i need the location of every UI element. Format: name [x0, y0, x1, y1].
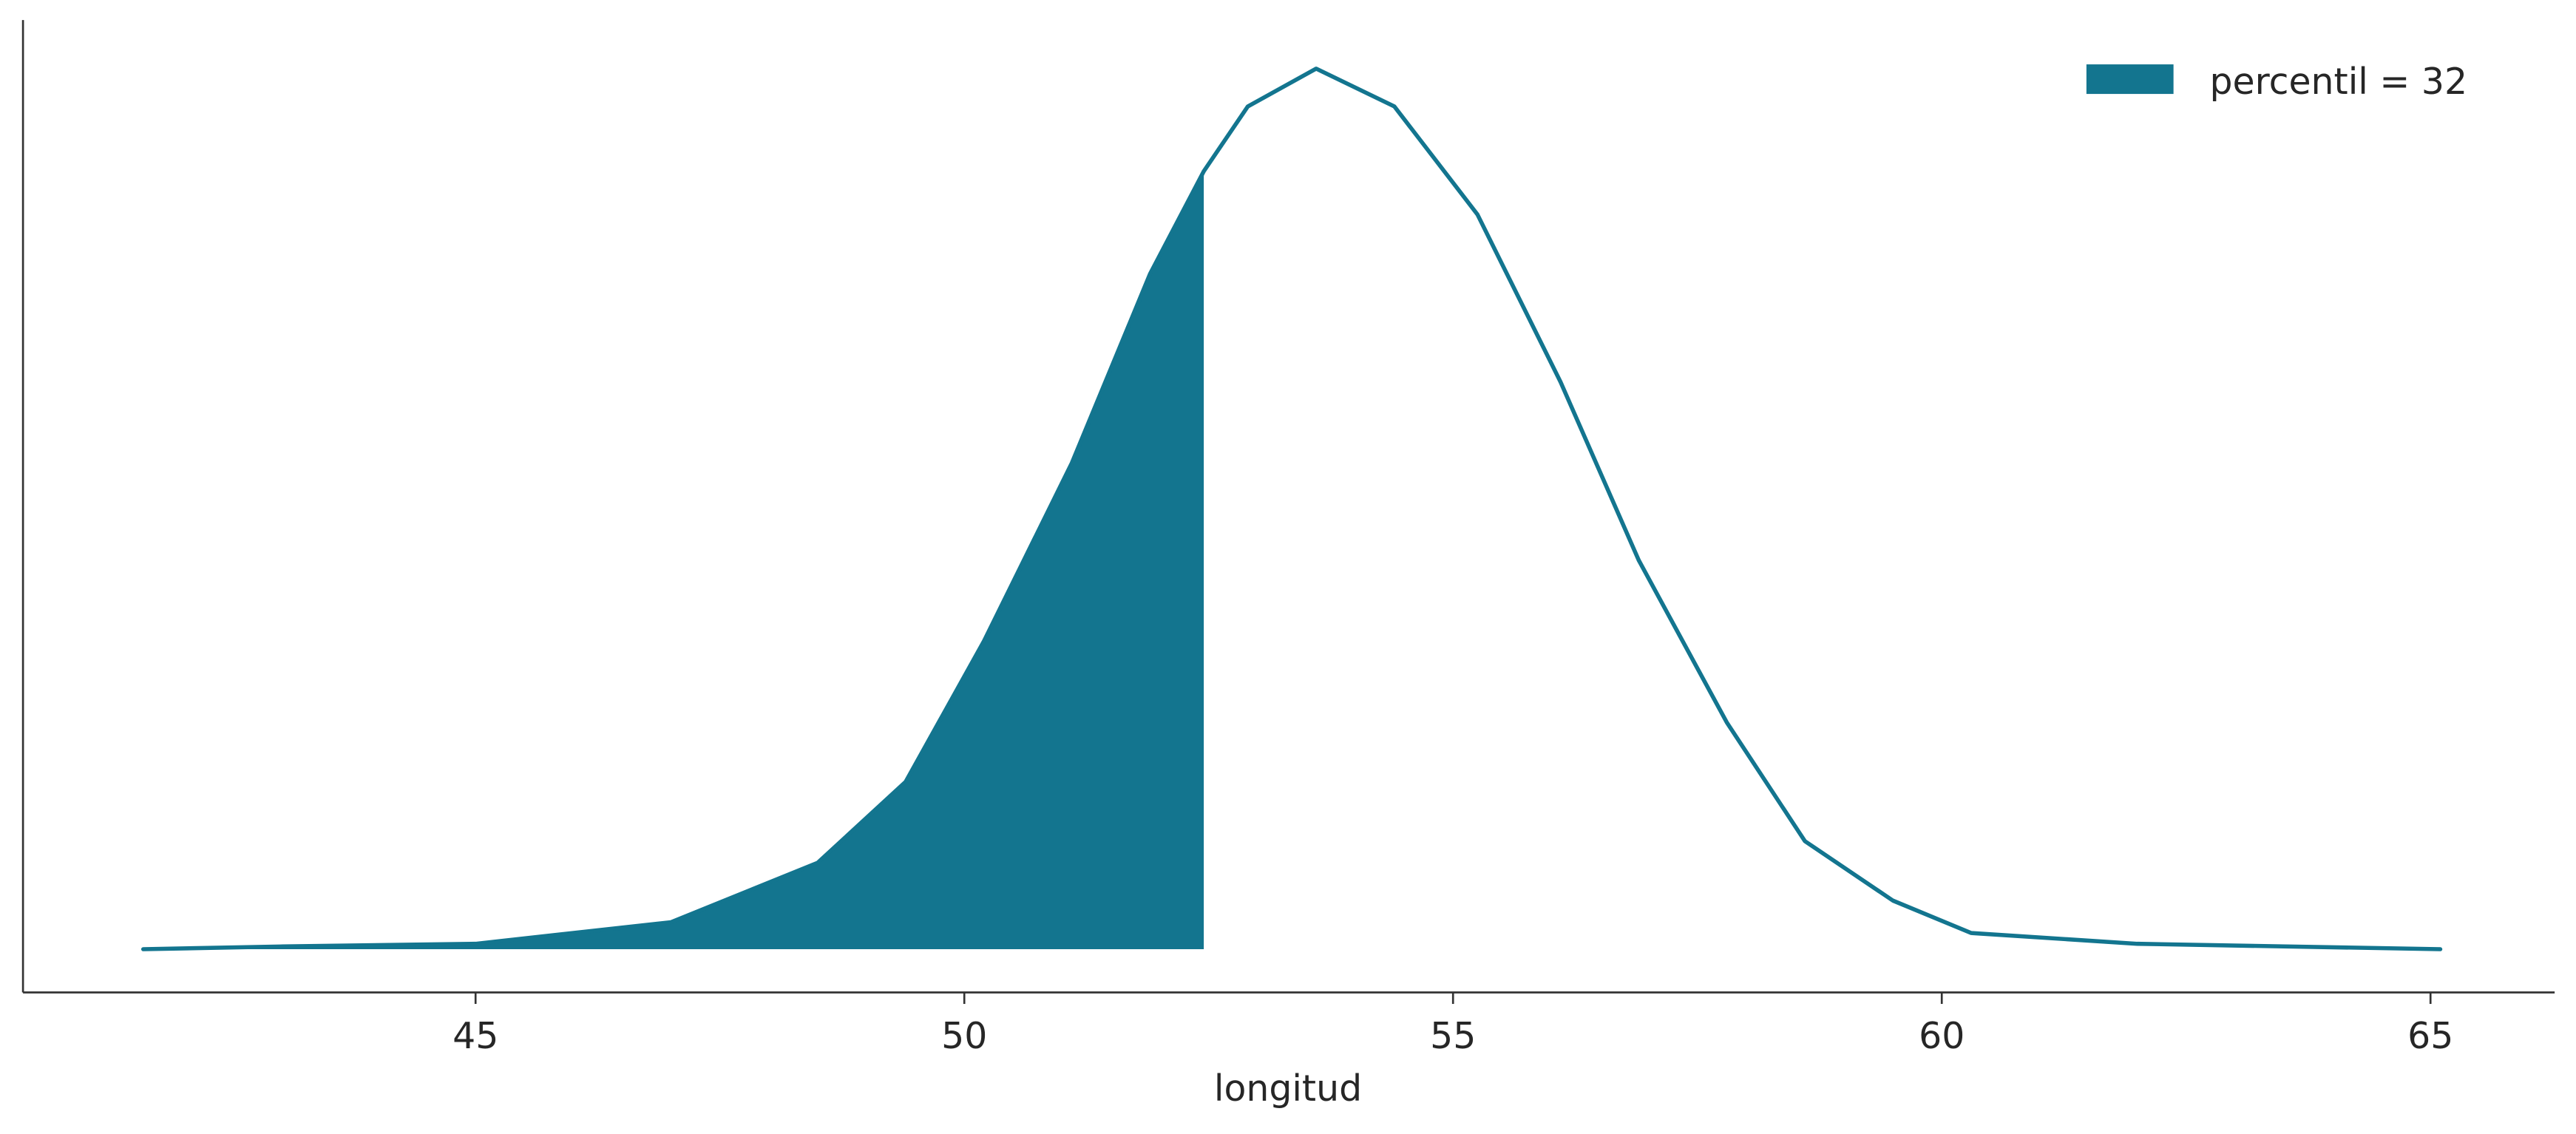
x-tick-label: 45 [453, 1015, 498, 1057]
x-tick-label: 50 [941, 1015, 987, 1057]
x-tick-label: 55 [1430, 1015, 1476, 1057]
shaded-area [143, 171, 1204, 950]
legend-swatch [2086, 64, 2174, 95]
x-tick-label: 65 [2407, 1015, 2453, 1057]
x-axis-label: longitud [1214, 1067, 1362, 1110]
x-tick-label: 60 [1919, 1015, 1965, 1057]
legend-label: percentil = 32 [2210, 61, 2468, 103]
density-line [140, 67, 2443, 951]
